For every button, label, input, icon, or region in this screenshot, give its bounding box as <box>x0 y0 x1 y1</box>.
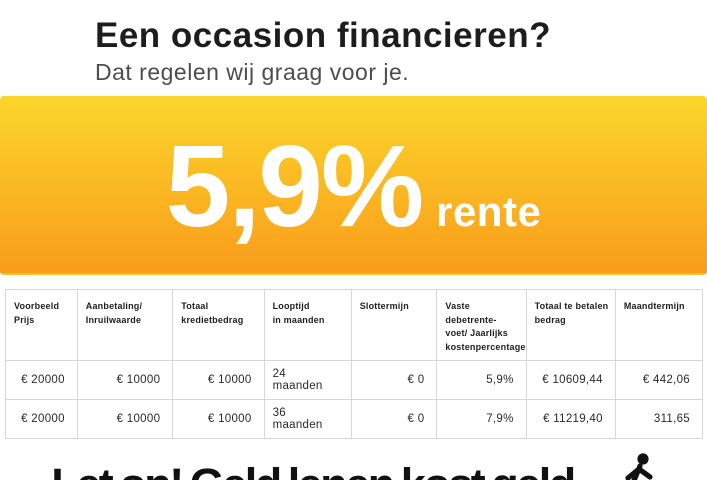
rate-banner: 5,9% rente <box>0 96 707 275</box>
rate-value: 5,9% <box>165 121 424 251</box>
cell-maandtermijn: € 442,06 <box>614 360 704 400</box>
financing-table: Voorbeeld Prijs Aanbetaling/ Inruilwaard… <box>5 289 704 439</box>
cell-aanbetaling: € 10000 <box>76 360 174 400</box>
cell-kredietbedrag: € 10000 <box>172 399 265 439</box>
column-header-slottermijn: Slottermijn <box>350 289 438 361</box>
column-header-aanbetaling: Aanbetaling/ Inruilwaarde <box>76 289 174 361</box>
figure-head <box>637 453 649 465</box>
column-header-voorbeeld-prijs: Voorbeeld Prijs <box>5 289 78 361</box>
credit-warning-text: Let op! Geld lenen kost geld <box>51 462 576 480</box>
cell-rente: 7,9% <box>436 399 527 439</box>
column-header-debetrentevoet: Vaste debetrente- voet/ Jaarlijks kosten… <box>436 289 527 361</box>
column-header-totaal-te-betalen: Totaal te betalen bedrag <box>525 289 616 361</box>
cell-slottermijn: € 0 <box>350 360 438 400</box>
cell-totaal: € 10609,44 <box>525 360 616 400</box>
cell-aanbetaling: € 10000 <box>76 399 174 439</box>
cell-prijs: € 20000 <box>5 399 78 439</box>
cell-slottermijn: € 0 <box>350 399 438 439</box>
header: Een occasion financieren? Dat regelen wi… <box>0 0 707 86</box>
cell-maandtermijn: 311,65 <box>614 399 704 439</box>
cell-prijs: € 20000 <box>5 360 78 400</box>
table-header-row: Voorbeeld Prijs Aanbetaling/ Inruilwaard… <box>5 289 704 361</box>
cell-looptijd: 36 maanden <box>263 399 352 439</box>
column-header-maandtermijn: Maandtermijn <box>614 289 704 361</box>
column-header-kredietbedrag: Totaal kredietbedrag <box>172 289 265 361</box>
euro-ball-and-chain-icon: € <box>625 453 653 480</box>
page-title: Een occasion financieren? <box>95 16 551 55</box>
credit-warning: Let op! Geld lenen kost geld € <box>0 453 707 480</box>
table-row: € 20000 € 10000 € 10000 24 maanden € 0 5… <box>5 360 704 400</box>
rate-label: rente <box>436 188 542 235</box>
page-subtitle: Dat regelen wij graag voor je. <box>95 59 410 85</box>
cell-kredietbedrag: € 10000 <box>172 360 265 400</box>
cell-rente: 5,9% <box>436 360 527 400</box>
walking-figure <box>625 463 653 480</box>
table-row: € 20000 € 10000 € 10000 36 maanden € 0 7… <box>5 399 704 439</box>
cell-looptijd: 24 maanden <box>263 360 352 400</box>
column-header-looptijd: Looptijd in maanden <box>263 289 352 361</box>
cell-totaal: € 11219,40 <box>525 399 616 439</box>
